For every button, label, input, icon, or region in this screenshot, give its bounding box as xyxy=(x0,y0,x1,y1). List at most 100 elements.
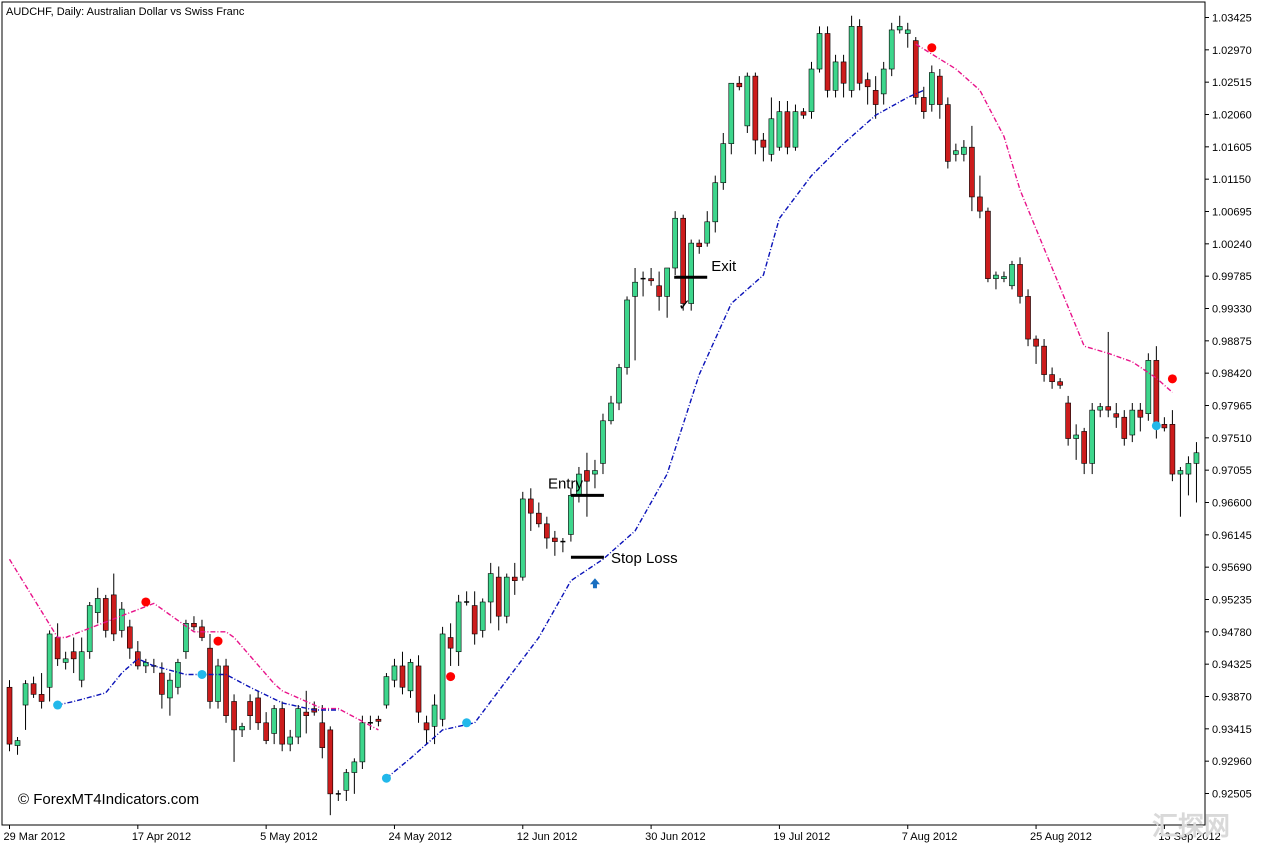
candle-body xyxy=(167,679,173,699)
candle xyxy=(127,619,133,659)
candle-body xyxy=(279,708,285,745)
candle xyxy=(816,26,823,73)
candle xyxy=(1009,260,1015,290)
candle-body xyxy=(487,573,494,603)
candle xyxy=(38,673,45,709)
candle-body xyxy=(255,697,261,724)
candle-body xyxy=(94,598,101,613)
candle xyxy=(295,705,302,745)
candle-body xyxy=(568,495,574,535)
candle xyxy=(977,175,983,219)
candle-body xyxy=(175,662,181,688)
candle xyxy=(1097,403,1104,418)
candle-body xyxy=(287,736,294,745)
copyright-text: © ForexMT4Indicators.com xyxy=(18,791,199,808)
candle-body xyxy=(14,740,21,746)
candle xyxy=(102,594,109,638)
candle xyxy=(704,211,711,247)
candle xyxy=(920,86,927,119)
candle xyxy=(1169,410,1176,482)
candle-body xyxy=(552,537,558,542)
candle-body xyxy=(231,701,237,731)
candle xyxy=(592,459,598,489)
candle-body xyxy=(752,75,759,141)
candle xyxy=(1065,395,1071,446)
candle xyxy=(872,76,879,119)
candle xyxy=(888,22,895,77)
candle xyxy=(335,790,341,801)
candle xyxy=(1049,367,1055,389)
candle-body xyxy=(383,676,390,706)
candle-body xyxy=(784,111,791,148)
candle-body xyxy=(399,665,406,688)
candle xyxy=(399,651,406,695)
candle-body xyxy=(1097,406,1104,411)
candle-body xyxy=(1089,409,1095,464)
candle-body xyxy=(712,182,719,223)
candle-body xyxy=(495,576,502,617)
candle xyxy=(519,491,526,581)
candle xyxy=(1105,331,1112,418)
candle xyxy=(30,676,37,698)
candle xyxy=(784,100,791,155)
candle xyxy=(1001,271,1007,283)
candle-body xyxy=(295,708,302,738)
candle xyxy=(255,690,261,730)
candle xyxy=(752,72,759,155)
candle-body xyxy=(993,274,999,279)
candle xyxy=(1089,403,1095,475)
exit-label: Exit xyxy=(711,258,737,275)
x-tick-label: 17 Apr 2012 xyxy=(132,831,191,843)
candle xyxy=(544,516,550,549)
buy-signal-dot xyxy=(53,700,63,710)
candle xyxy=(760,132,767,162)
candle-body xyxy=(624,299,630,368)
candle-body xyxy=(1009,264,1015,287)
buy-signal-dot xyxy=(381,773,391,783)
candle xyxy=(303,690,310,734)
candle-body xyxy=(816,33,823,70)
buy-signal-dot xyxy=(197,669,207,679)
candle-body xyxy=(70,651,77,660)
candle-body xyxy=(832,61,839,91)
candle xyxy=(319,705,326,759)
candle xyxy=(632,267,638,361)
candle-body xyxy=(736,82,743,88)
candle xyxy=(928,65,935,112)
candle xyxy=(600,413,606,475)
y-tick-label: 0.97965 xyxy=(1212,401,1252,413)
candle xyxy=(415,655,422,723)
x-tick-label: 29 Mar 2012 xyxy=(4,831,66,843)
x-tick-label: 25 Aug 2012 xyxy=(1030,831,1092,843)
x-tick-label: 30 Jun 2012 xyxy=(645,831,706,843)
candle-body xyxy=(127,626,133,649)
candle xyxy=(864,72,871,105)
candle-body xyxy=(792,111,799,148)
x-tick-label: 5 May 2012 xyxy=(260,831,317,843)
y-tick-label: 0.97055 xyxy=(1212,465,1252,477)
candle xyxy=(231,694,237,762)
candle xyxy=(1129,403,1136,443)
candle-body xyxy=(1137,409,1144,418)
candle xyxy=(536,502,542,528)
candle xyxy=(527,488,534,531)
candle xyxy=(271,705,277,745)
candle-body xyxy=(46,633,53,688)
candle xyxy=(688,239,695,311)
candle-body xyxy=(471,605,478,635)
candle-body xyxy=(912,40,919,98)
candle xyxy=(768,97,775,162)
candle xyxy=(1121,410,1128,446)
candle xyxy=(351,758,358,794)
candle xyxy=(568,488,574,542)
candle xyxy=(832,54,839,98)
candle xyxy=(792,104,799,151)
candle xyxy=(648,267,654,286)
y-tick-label: 0.94780 xyxy=(1212,627,1252,639)
candle-body xyxy=(1001,276,1007,279)
annotation-layer: Entry Stop Loss Exit ✓ xyxy=(548,258,737,589)
candle xyxy=(62,651,69,670)
y-tick-label: 0.93870 xyxy=(1212,692,1252,704)
candle xyxy=(455,594,462,666)
arrow-up-icon xyxy=(589,578,600,589)
